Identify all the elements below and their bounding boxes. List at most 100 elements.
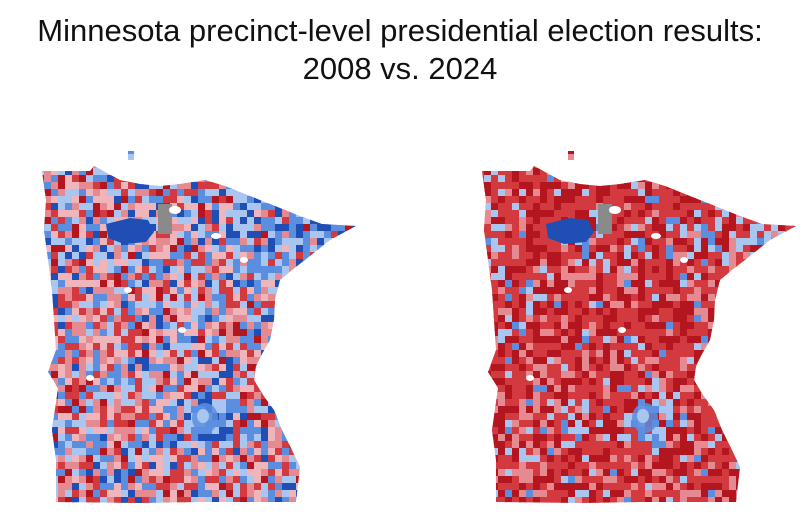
precinct (498, 217, 507, 227)
precinct (296, 462, 304, 469)
precinct (701, 357, 710, 364)
precinct (72, 224, 79, 234)
precinct (107, 252, 115, 261)
precinct (603, 392, 611, 400)
precinct (645, 357, 652, 367)
precinct (575, 371, 583, 380)
precinct (212, 448, 222, 456)
precinct (121, 308, 130, 317)
precinct (30, 420, 38, 428)
precinct (568, 301, 575, 308)
precinct (470, 483, 479, 490)
precinct (673, 399, 680, 406)
precinct (296, 203, 306, 212)
precinct (736, 322, 743, 330)
precinct (233, 399, 240, 408)
precinct (568, 329, 578, 336)
precinct (317, 469, 324, 479)
precinct (617, 434, 625, 442)
precinct (680, 462, 687, 469)
precinct (247, 476, 256, 483)
precinct (212, 497, 219, 503)
precinct (764, 469, 772, 478)
precinct (652, 259, 661, 267)
precinct (282, 406, 290, 415)
precinct (121, 168, 129, 178)
precinct (86, 151, 96, 155)
precinct (491, 490, 498, 497)
precinct (42, 490, 46, 500)
precinct (107, 273, 114, 283)
precinct (65, 343, 72, 352)
precinct (184, 294, 191, 303)
precinct (568, 378, 575, 386)
precinct (491, 210, 501, 219)
precinct (617, 476, 626, 485)
precinct (163, 504, 170, 514)
precinct (121, 203, 131, 211)
precinct (170, 252, 177, 261)
precinct (778, 336, 786, 346)
precinct (624, 476, 631, 483)
precinct (771, 420, 781, 430)
precinct (645, 287, 653, 297)
precinct (345, 413, 355, 423)
precinct (352, 392, 356, 402)
precinct (470, 231, 480, 239)
precinct (771, 266, 779, 274)
precinct (722, 238, 731, 248)
precinct (575, 441, 583, 450)
precinct (282, 151, 292, 154)
precinct (568, 476, 578, 486)
precinct (568, 294, 576, 301)
precinct (582, 399, 591, 409)
precinct (561, 378, 569, 388)
precinct (778, 441, 787, 451)
precinct (79, 161, 86, 170)
precinct (757, 315, 766, 324)
precinct (575, 336, 583, 344)
precinct (659, 385, 667, 393)
precinct (701, 252, 710, 262)
precinct (261, 434, 271, 441)
precinct (233, 322, 240, 329)
precinct (191, 259, 201, 269)
precinct (743, 259, 752, 269)
precinct (729, 343, 739, 353)
precinct (51, 238, 58, 247)
precinct (680, 161, 690, 168)
precinct (142, 490, 150, 497)
precinct (219, 287, 227, 295)
precinct (79, 504, 86, 511)
precinct (631, 196, 638, 205)
precinct (512, 322, 522, 332)
precinct (610, 154, 618, 164)
precinct (254, 287, 262, 294)
precinct (170, 151, 180, 157)
precinct (617, 385, 625, 393)
precinct (757, 427, 764, 435)
precinct (212, 364, 219, 373)
precinct (42, 151, 45, 156)
precinct (275, 441, 283, 449)
precinct (345, 434, 353, 441)
precinct (582, 308, 590, 316)
precinct (156, 448, 165, 455)
precinct (191, 336, 201, 343)
precinct (261, 161, 271, 168)
precinct (582, 210, 592, 219)
precinct (289, 392, 297, 400)
precinct (484, 151, 493, 154)
precinct (296, 378, 305, 387)
precinct (750, 154, 757, 164)
precinct (484, 476, 492, 486)
precinct (666, 448, 674, 458)
precinct (205, 434, 212, 442)
precinct (722, 280, 731, 288)
precinct (568, 483, 576, 490)
precinct (345, 483, 354, 492)
precinct (708, 252, 716, 260)
precinct (142, 273, 151, 282)
precinct (680, 280, 690, 287)
precinct (617, 224, 624, 233)
